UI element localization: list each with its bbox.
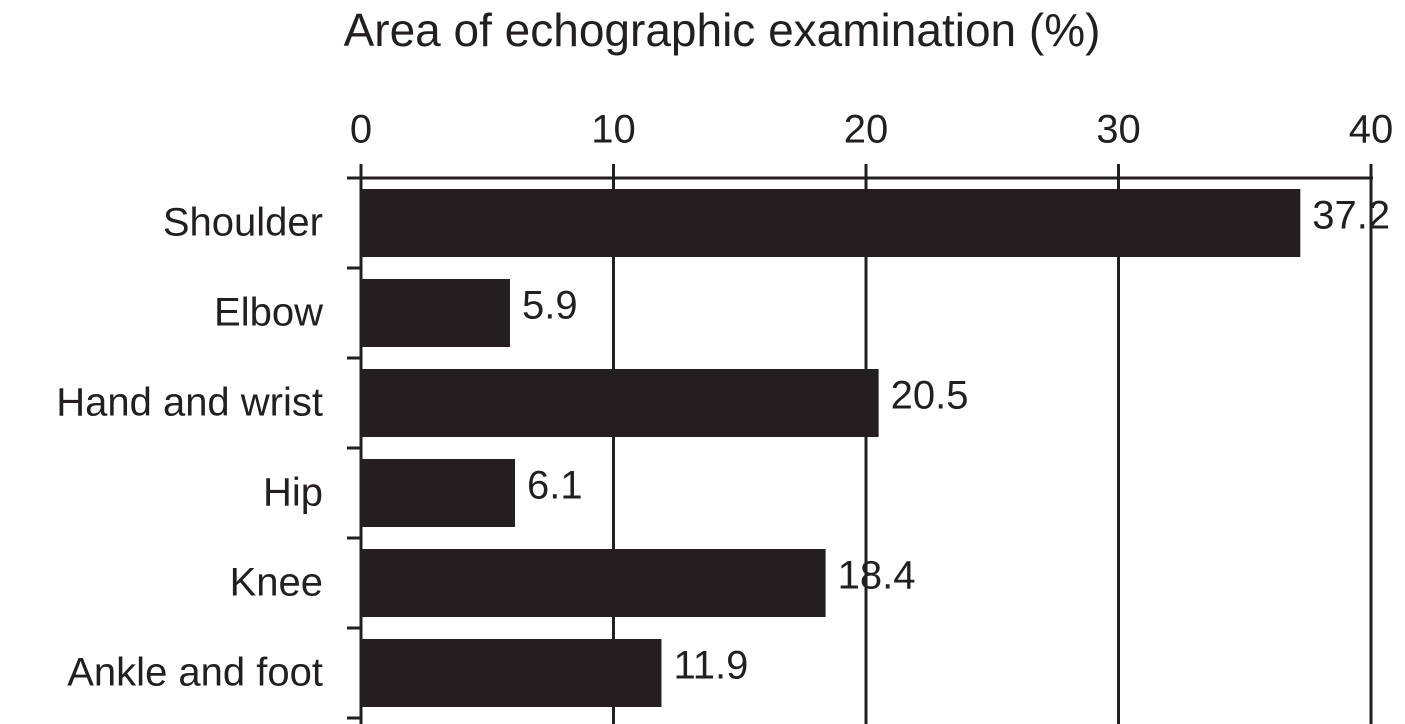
y-tick-label: Knee — [230, 561, 323, 605]
y-tick-label: Shoulder — [163, 201, 323, 245]
chart-title: Area of echographic examination (%) — [344, 4, 1101, 56]
bar — [361, 459, 516, 527]
data-label: 6.1 — [527, 464, 583, 508]
bar — [361, 279, 510, 347]
x-tick-label: 0 — [350, 108, 372, 152]
data-label: 11.9 — [673, 644, 748, 688]
x-tick-label: 40 — [1349, 108, 1394, 152]
data-label: 18.4 — [838, 554, 916, 598]
data-label: 37.2 — [1312, 194, 1390, 238]
bar — [361, 549, 826, 617]
bar — [361, 639, 662, 707]
y-tick-label: Elbow — [214, 291, 323, 335]
x-tick-label: 20 — [844, 108, 889, 152]
data-label: 5.9 — [522, 284, 578, 328]
x-tick-label: 10 — [591, 108, 636, 152]
y-tick-label: Hip — [263, 471, 323, 515]
bar — [361, 369, 879, 437]
bar — [361, 189, 1301, 257]
x-tick-label: 30 — [1096, 108, 1141, 152]
y-tick-label: Ankle and foot — [67, 651, 323, 695]
data-label: 20.5 — [891, 374, 969, 418]
y-tick-label: Hand and wrist — [56, 381, 323, 425]
